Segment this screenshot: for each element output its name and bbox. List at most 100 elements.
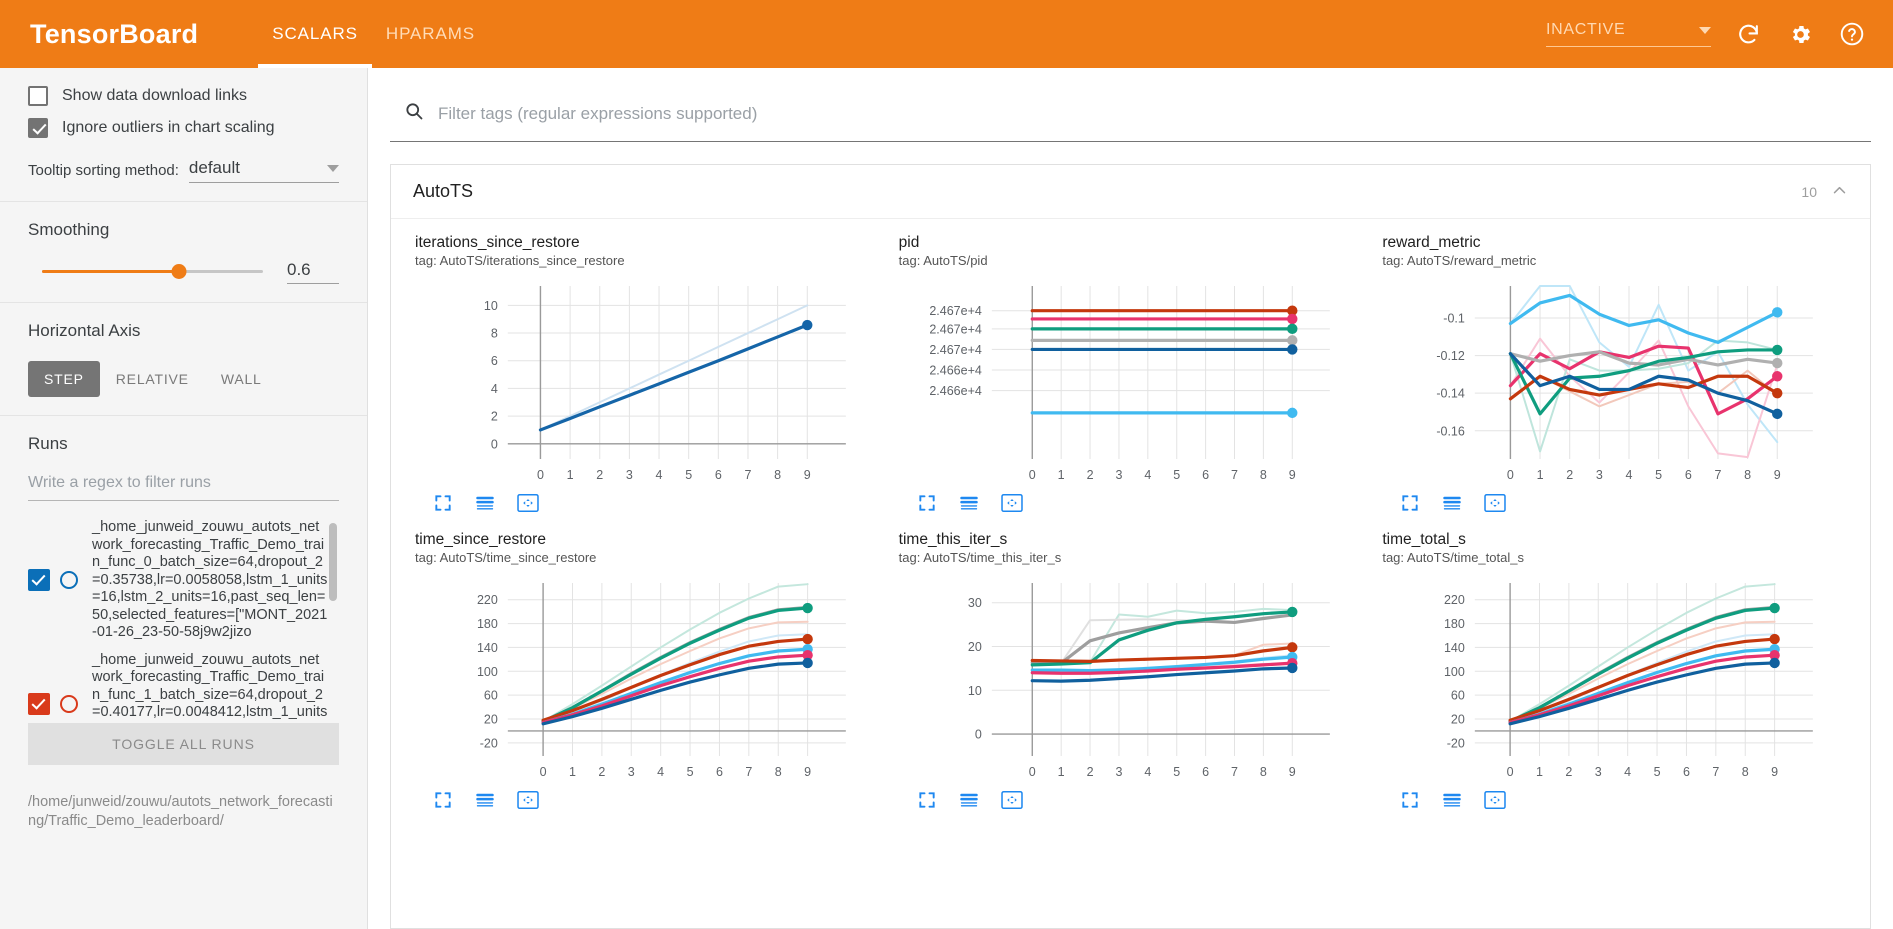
- y-tick-label: 2.467e+4: [929, 322, 982, 336]
- series-endpoint-marker: [1772, 307, 1783, 318]
- chart-plot[interactable]: -20 20 60 100 140 180 220 0 1 2 3 4 5 6 7 8 9: [1382, 571, 1846, 786]
- fit-domain-icon[interactable]: [1000, 493, 1023, 518]
- chart-tag: tag: AutoTS/reward_metric: [1382, 253, 1537, 268]
- fit-domain-icon[interactable]: [1484, 790, 1507, 815]
- data-table-icon[interactable]: [475, 790, 495, 815]
- fit-domain-icon[interactable]: [1484, 493, 1507, 518]
- run-checkbox-1[interactable]: [28, 693, 50, 715]
- runs-filter-input[interactable]: [28, 468, 339, 501]
- expand-icon[interactable]: [433, 790, 453, 815]
- chart-title: iterations_since_restore: [415, 234, 580, 251]
- gear-icon[interactable]: [1785, 19, 1815, 49]
- x-tick-label: 0: [540, 765, 547, 779]
- refresh-icon[interactable]: [1733, 19, 1763, 49]
- series-line: [1030, 610, 1294, 667]
- series-line: [1509, 350, 1780, 367]
- slider-thumb[interactable]: [171, 264, 187, 279]
- chart-plot[interactable]: 2.467e+4 2.467e+4 2.467e+4 2.466e+4 2.466e+4…: [899, 274, 1363, 489]
- tab-scalars[interactable]: SCALARS: [258, 0, 372, 68]
- y-tick-label: 2.466e+4: [929, 364, 982, 378]
- chevron-up-icon[interactable]: [1831, 182, 1848, 202]
- smoothing-section: Smoothing 0.6: [0, 202, 367, 303]
- axis-button-relative[interactable]: RELATIVE: [115, 371, 189, 387]
- ignore-outliers-row[interactable]: Ignore outliers in chart scaling: [28, 118, 339, 138]
- chart-plot[interactable]: -0.1 -0.12 -0.14 -0.16 0 1 2 3 4 5 6 7 8 9: [1382, 274, 1846, 489]
- chevron-down-icon: [1699, 26, 1711, 34]
- x-tick-label: 1: [1057, 468, 1064, 482]
- fit-domain-icon[interactable]: [1000, 790, 1023, 815]
- series-line: [1509, 339, 1779, 453]
- x-tick-label: 6: [716, 765, 723, 779]
- x-tick-label: 9: [1774, 468, 1781, 482]
- header-actions: INACTIVE: [1546, 19, 1893, 49]
- x-tick-label: 7: [1231, 765, 1238, 779]
- fit-domain-icon[interactable]: [517, 790, 539, 815]
- x-tick-label: 2: [1086, 468, 1093, 482]
- series-endpoint-marker: [1772, 387, 1783, 399]
- series-line: [1509, 285, 1779, 444]
- x-tick-label: 0: [1028, 468, 1035, 482]
- expand-icon[interactable]: [433, 493, 453, 518]
- ignore-outliers-checkbox[interactable]: [28, 118, 48, 138]
- app-header: TensorBoard SCALARS HPARAMS INACTIVE: [0, 0, 1893, 68]
- x-tick-label: 1: [569, 765, 576, 779]
- x-tick-label: 3: [1115, 468, 1122, 482]
- series-line: [541, 653, 810, 725]
- run-color-chip-1[interactable]: [60, 695, 78, 713]
- x-tick-label: 4: [1144, 468, 1151, 482]
- data-table-icon[interactable]: [1442, 493, 1462, 518]
- show-download-links-checkbox[interactable]: [28, 86, 48, 106]
- x-tick-label: 3: [626, 468, 633, 482]
- series-line: [1030, 666, 1294, 683]
- data-table-icon[interactable]: [959, 790, 979, 815]
- x-tick-label: 4: [1144, 765, 1151, 779]
- runs-scrollbar[interactable]: [329, 523, 337, 601]
- series-line: [1509, 374, 1780, 401]
- y-tick-label: 140: [477, 641, 498, 655]
- x-tick-label: 8: [1742, 765, 1749, 779]
- y-tick-label: 6: [491, 354, 498, 368]
- show-download-links-row[interactable]: Show data download links: [28, 86, 339, 106]
- x-tick-label: 0: [1507, 765, 1514, 779]
- expand-icon[interactable]: [917, 790, 937, 815]
- axis-button-wall[interactable]: WALL: [220, 371, 262, 387]
- series-endpoint-marker: [1772, 408, 1783, 420]
- run-item[interactable]: _home_junweid_zouwu_autots_network_forec…: [28, 519, 339, 642]
- chart-plot[interactable]: -20 20 60 100 140 180 220 0 1 2 3 4 5 6 7 8 9: [415, 571, 879, 786]
- expand-icon[interactable]: [1400, 493, 1420, 518]
- tooltip-sorting-select[interactable]: default: [188, 158, 339, 183]
- search-input[interactable]: [436, 102, 1847, 125]
- fit-domain-icon[interactable]: [517, 493, 539, 518]
- x-tick-label: 9: [1771, 765, 1778, 779]
- run-checkbox-0[interactable]: [28, 569, 50, 592]
- chart-plot[interactable]: 0 10 20 30 0 1 2 3 4 5 6 7 8 9: [899, 571, 1363, 786]
- sidebar: Show data download links Ignore outliers…: [0, 68, 368, 929]
- chart-tag: tag: AutoTS/iterations_since_restore: [415, 253, 625, 268]
- tag-group-header[interactable]: AutoTS 10: [391, 165, 1870, 219]
- series-line: [539, 304, 809, 431]
- chart-card: reward_metric tag: AutoTS/reward_metric -0…: [1372, 225, 1856, 522]
- run-status-select[interactable]: INACTIVE: [1546, 21, 1711, 47]
- smoothing-value[interactable]: 0.6: [287, 260, 339, 284]
- horizontal-axis-section: Horizontal Axis STEP RELATIVE WALL: [0, 303, 367, 416]
- smoothing-slider[interactable]: [42, 263, 263, 281]
- expand-icon[interactable]: [917, 493, 937, 518]
- y-tick-label: 100: [477, 665, 498, 679]
- series-line: [1508, 637, 1777, 722]
- data-table-icon[interactable]: [1442, 790, 1462, 815]
- series-line: [541, 606, 810, 723]
- chart-plot[interactable]: 0 2 4 6 8 10 0 1 2 3 4 5 6 7 8 9: [415, 274, 879, 489]
- x-tick-label: 3: [628, 765, 635, 779]
- axis-button-step[interactable]: STEP: [28, 361, 100, 397]
- help-icon[interactable]: [1837, 19, 1867, 49]
- tab-hparams[interactable]: HPARAMS: [385, 24, 476, 43]
- run-item[interactable]: _home_junweid_zouwu_autots_network_forec…: [28, 652, 339, 719]
- toggle-all-runs-button[interactable]: TOGGLE ALL RUNS: [28, 723, 339, 765]
- x-tick-label: 8: [1260, 765, 1267, 779]
- expand-icon[interactable]: [1400, 790, 1420, 815]
- data-table-icon[interactable]: [475, 493, 495, 518]
- y-tick-label: 20: [484, 713, 498, 727]
- run-color-chip-0[interactable]: [60, 571, 78, 590]
- series-endpoint-marker: [1772, 344, 1783, 356]
- data-table-icon[interactable]: [959, 493, 979, 518]
